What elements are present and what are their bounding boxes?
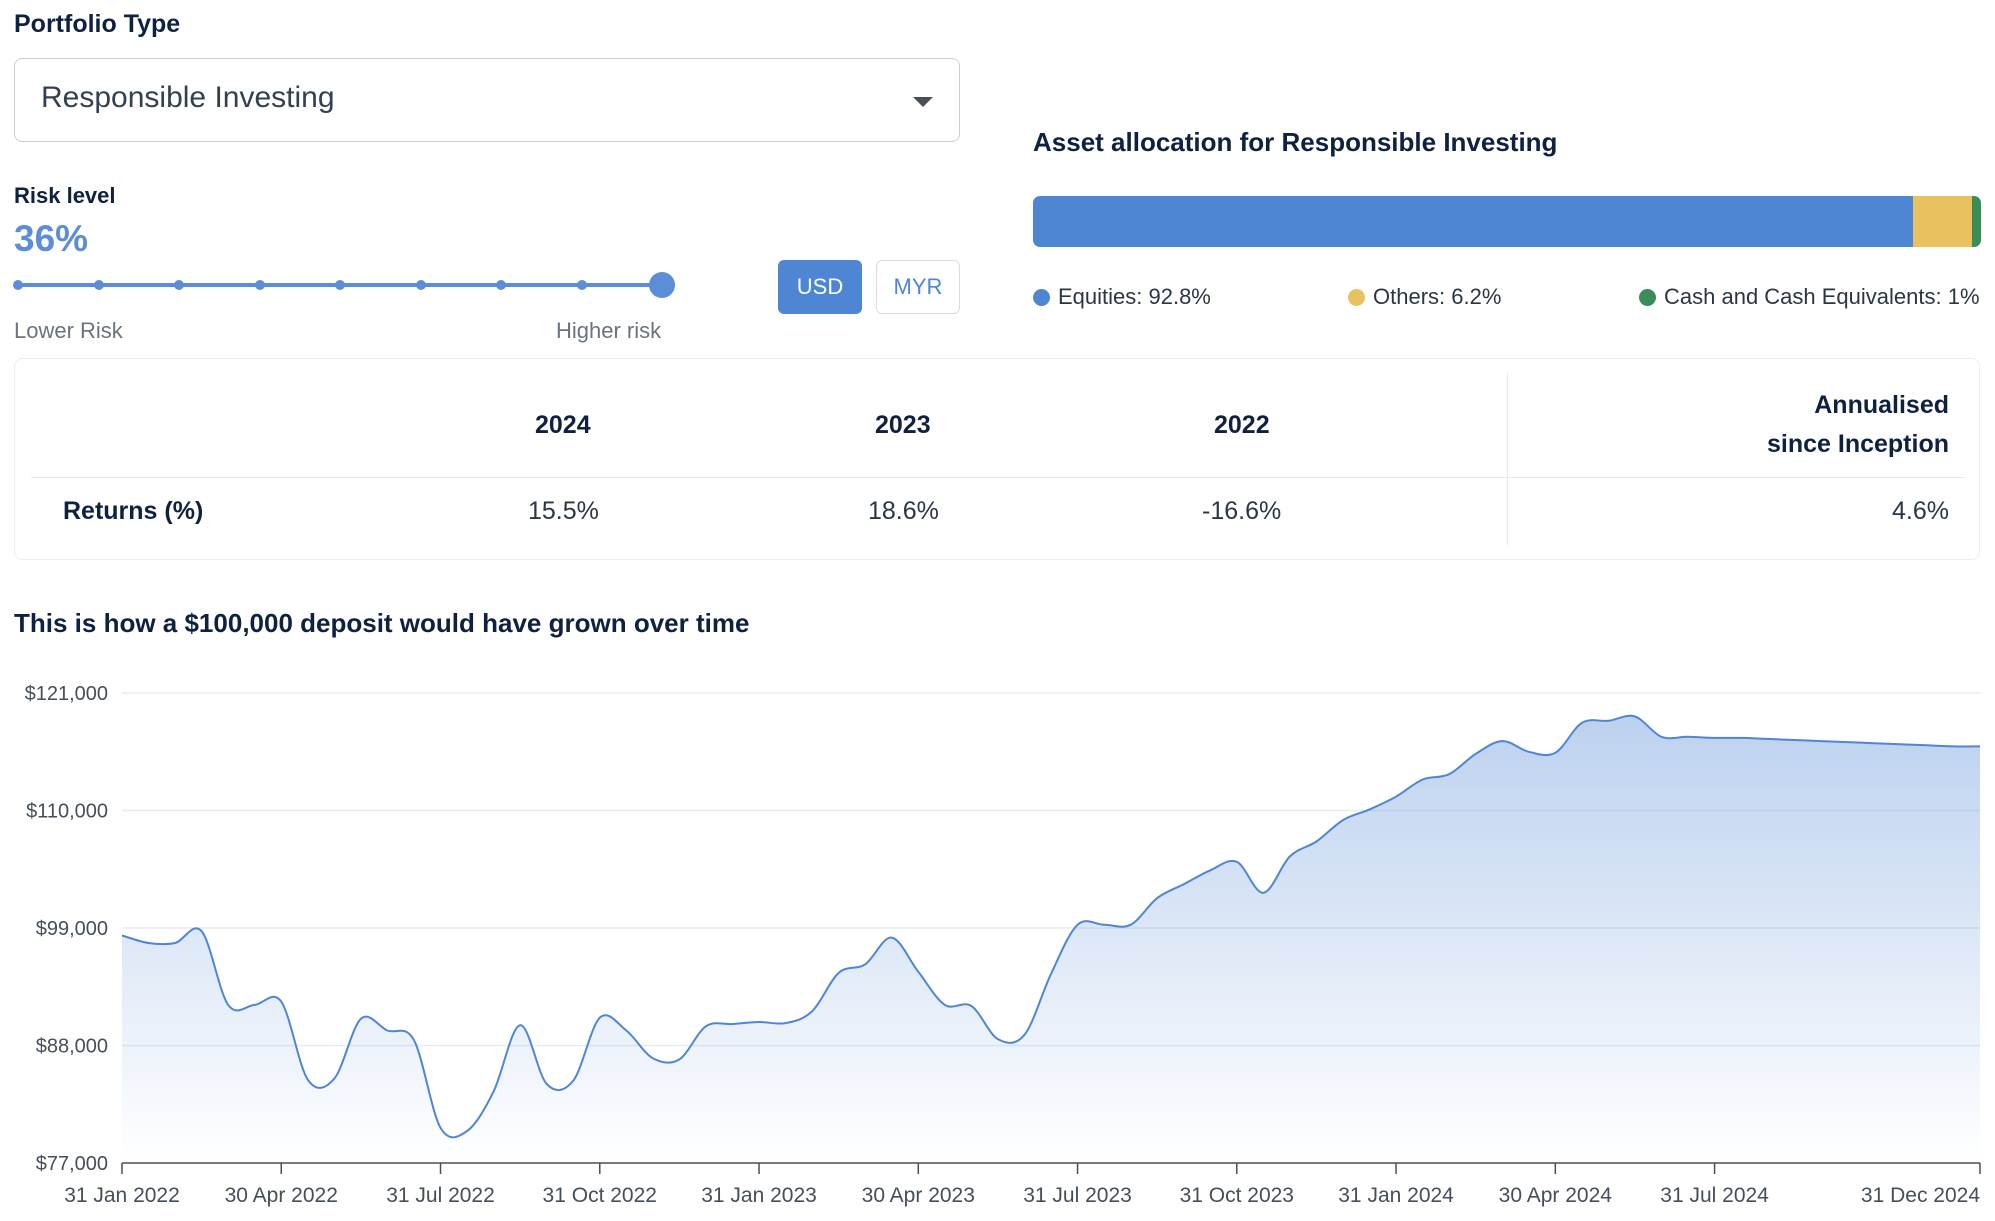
column-divider: [1507, 373, 1508, 545]
legend-label-equities: Equities: 92.8%: [1058, 284, 1211, 309]
allocation-segment-others: [1912, 196, 1972, 247]
x-tick-label: 31 Oct 2022: [543, 1184, 657, 1207]
x-tick-label: 31 Jan 2022: [64, 1184, 180, 1207]
y-tick-label: $110,000: [26, 801, 108, 823]
x-tick-label: 31 Jan 2023: [701, 1184, 817, 1207]
risk-level-slider[interactable]: [13, 270, 675, 300]
x-tick-label: 31 Jul 2024: [1660, 1184, 1769, 1207]
x-tick-label: 31 Jan 2024: [1338, 1184, 1454, 1207]
row-divider: [31, 477, 1965, 478]
returns-table: 2024 2023 2022 Annualised since Inceptio…: [14, 358, 1980, 560]
column-header-2022: 2022: [1214, 411, 1270, 439]
asset-allocation-title: Asset allocation for Responsible Investi…: [1033, 127, 1558, 157]
x-tick-label: 31 Dec 2024: [1861, 1184, 1980, 1207]
higher-risk-label: Higher risk: [556, 318, 662, 343]
equities-dot-icon: [1033, 288, 1050, 306]
slider-step-dot[interactable]: [93, 280, 104, 290]
returns-annualised-value: 4.6%: [1892, 497, 1949, 525]
slider-step-dot[interactable]: [576, 280, 587, 290]
growth-series-line: [121, 714, 1981, 1139]
legend-label-others: Others: 6.2%: [1373, 284, 1502, 309]
x-tick-label: 31 Oct 2023: [1180, 1184, 1294, 1207]
portfolio-type-label: Portfolio Type: [14, 10, 181, 38]
returns-2022-value: -16.6%: [1202, 497, 1282, 525]
column-header-2023: 2023: [875, 411, 931, 439]
x-tick-label: 31 Jul 2023: [1023, 1184, 1132, 1207]
usd-currency-button[interactable]: USD: [778, 260, 862, 314]
returns-2024-value: 15.5%: [528, 497, 599, 525]
annualised-header-line1: Annualised: [1814, 391, 1949, 419]
allocation-segment-cash: [1971, 196, 1981, 247]
legend-label-cash: Cash and Cash Equivalents: 1%: [1664, 284, 1980, 309]
caret-down-icon: [913, 97, 933, 107]
column-header-2024: 2024: [535, 411, 591, 439]
slider-thumb[interactable]: [649, 272, 675, 298]
y-tick-label: $77,000: [36, 1153, 108, 1175]
legend-item-equities: Equities: 92.8%: [1033, 284, 1211, 310]
growth-chart: $121,000 $110,000 $99,000 $88,000 $77,000 31…: [25, 683, 1981, 1207]
others-dot-icon: [1348, 288, 1365, 306]
risk-level-label: Risk level: [14, 183, 116, 208]
allocation-segment-equities: [1033, 196, 1913, 247]
column-header-annualised: Annualised since Inception: [1767, 391, 1949, 459]
portfolio-type-select[interactable]: Responsible Investing: [14, 58, 960, 142]
annualised-header-line2: since Inception: [1767, 430, 1949, 458]
growth-chart-title: This is how a $100,000 deposit would hav…: [14, 608, 750, 638]
x-tick-label: 30 Apr 2024: [1499, 1184, 1613, 1207]
y-tick-label: $121,000: [25, 683, 108, 705]
risk-level-value: 36%: [14, 218, 89, 259]
y-tick-label: $88,000: [36, 1036, 108, 1058]
x-tick-label: 30 Apr 2023: [862, 1184, 975, 1207]
returns-2023-value: 18.6%: [868, 497, 939, 525]
returns-row-label: Returns (%): [63, 497, 204, 525]
myr-currency-button[interactable]: MYR: [876, 260, 960, 314]
asset-allocation-bar: [1033, 196, 1981, 247]
x-tick-label: 30 Apr 2022: [225, 1184, 338, 1207]
legend-item-others: Others: 6.2%: [1348, 284, 1501, 310]
lower-risk-label: Lower Risk: [14, 318, 123, 343]
cash-dot-icon: [1639, 288, 1656, 306]
slider-step-dot[interactable]: [335, 280, 345, 290]
slider-step-dot[interactable]: [415, 280, 426, 290]
portfolio-type-value: Responsible Investing: [41, 81, 335, 114]
legend-item-cash: Cash and Cash Equivalents: 1%: [1639, 284, 1980, 310]
slider-step-dot[interactable]: [174, 280, 184, 290]
slider-step-dot[interactable]: [254, 280, 265, 290]
slider-step-dot[interactable]: [13, 280, 23, 290]
area-fill: [122, 715, 1980, 1163]
slider-step-dot[interactable]: [496, 280, 506, 290]
x-tick-label: 31 Jul 2022: [386, 1184, 495, 1207]
y-tick-label: $99,000: [36, 918, 108, 940]
